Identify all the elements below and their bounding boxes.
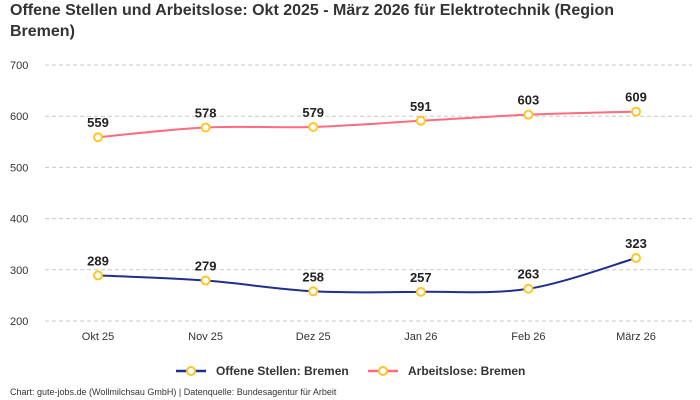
x-tick-label: Okt 25 (82, 331, 114, 343)
legend-marker-1 (378, 366, 388, 376)
data-label: 258 (302, 269, 324, 284)
y-tick-label: 500 (10, 162, 28, 174)
x-tick-label: Feb 26 (511, 331, 545, 343)
series-line-0 (97, 257, 637, 294)
chart-title: Offene Stellen und Arbeitslose: Okt 2025… (10, 2, 614, 40)
y-tick-label: 200 (10, 316, 28, 328)
legend-label-0: Offene Stellen: Bremen (216, 364, 349, 378)
x-tick-label: Dez 25 (296, 331, 331, 343)
data-point (93, 132, 103, 143)
data-point (415, 286, 426, 297)
data-label: 609 (625, 90, 647, 105)
y-tick-label: 300 (10, 265, 28, 277)
data-label: 591 (410, 99, 432, 114)
data-label: 289 (87, 253, 109, 268)
data-label: 323 (625, 236, 647, 251)
data-point (523, 109, 534, 120)
data-point (523, 283, 534, 294)
legend-marker-0 (186, 366, 196, 376)
data-point (200, 122, 211, 133)
data-label: 579 (302, 105, 324, 120)
x-tick-label: Nov 25 (188, 331, 223, 343)
data-point (308, 286, 319, 297)
data-point (308, 121, 319, 132)
x-tick-label: März 26 (616, 331, 656, 343)
data-point (631, 106, 641, 117)
chart-source: Chart: gute-jobs.de (Wollmilchsau GmbH) … (10, 387, 337, 397)
data-point (200, 275, 211, 286)
data-label: 263 (518, 267, 540, 282)
series-line-1 (97, 110, 637, 139)
data-label: 257 (410, 270, 432, 285)
y-tick-label: 400 (10, 214, 28, 226)
data-label: 603 (518, 93, 540, 108)
data-label: 578 (195, 105, 217, 120)
y-tick-label: 700 (10, 60, 28, 72)
data-point (631, 253, 641, 264)
y-tick-label: 600 (10, 111, 28, 123)
x-tick-label: Jan 26 (404, 331, 437, 343)
legend-label-1: Arbeitslose: Bremen (408, 364, 525, 378)
data-label: 279 (195, 259, 217, 274)
data-label: 559 (87, 115, 109, 130)
data-point (93, 270, 103, 281)
data-point (415, 115, 426, 126)
